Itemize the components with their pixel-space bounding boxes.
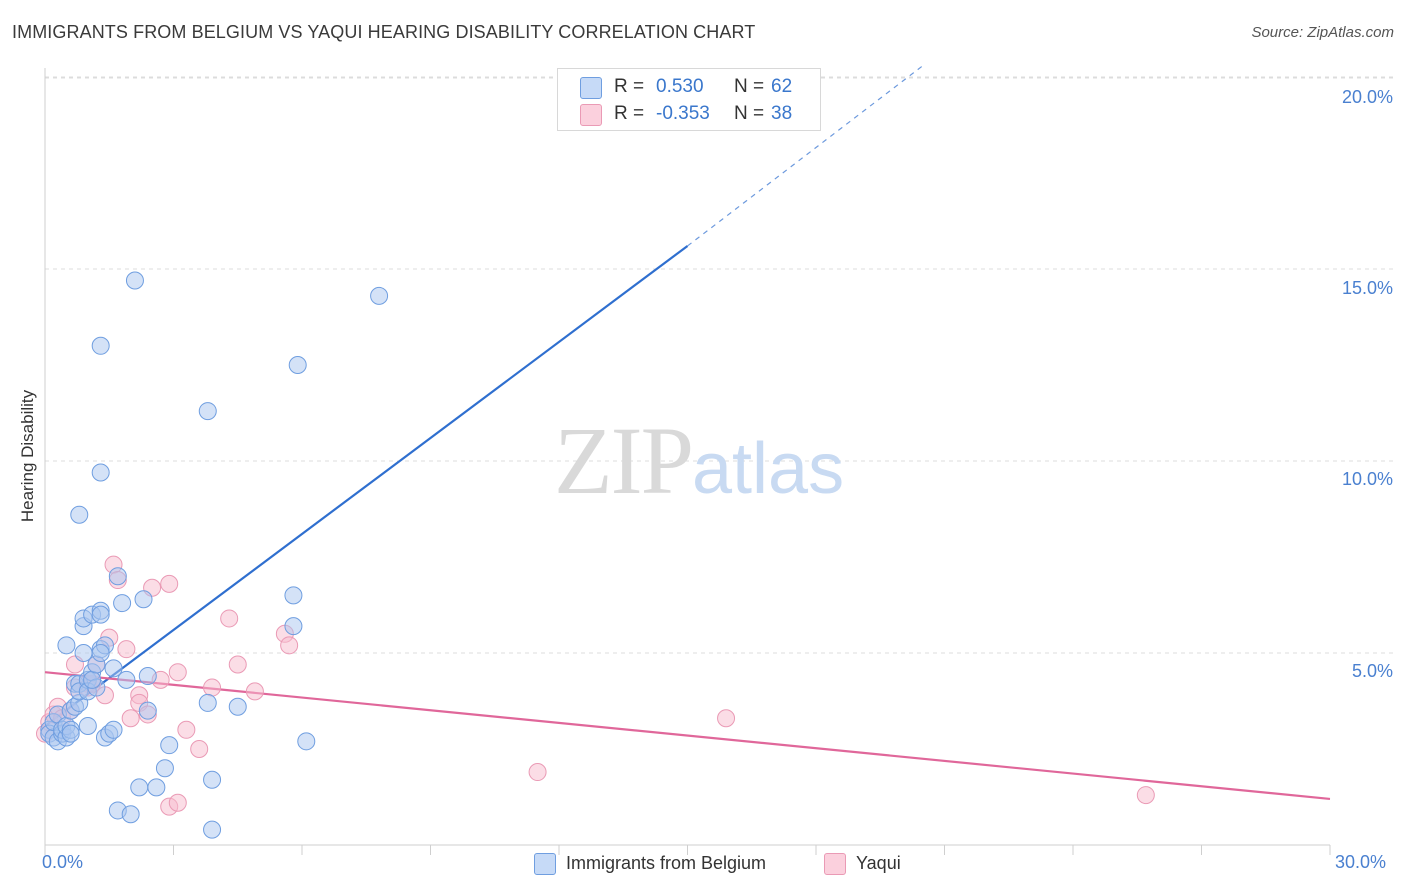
r-value: -0.353 xyxy=(656,103,710,124)
point-belgium xyxy=(134,590,153,609)
gridlines xyxy=(45,76,1395,654)
legend-item-belgium[interactable]: Immigrants from Belgium xyxy=(534,852,804,876)
point-yaqui xyxy=(168,663,187,682)
point-yaqui xyxy=(117,640,136,659)
legend-item-yaqui[interactable]: Yaqui xyxy=(824,852,924,876)
chart-title: IMMIGRANTS FROM BELGIUM VS YAQUI HEARING… xyxy=(12,22,756,42)
point-belgium xyxy=(57,636,76,655)
legend-swatch-yaqui xyxy=(824,853,846,875)
x-tick-0: 0.0% xyxy=(42,852,84,872)
point-belgium xyxy=(370,286,389,305)
point-yaqui xyxy=(1136,786,1155,805)
point-belgium xyxy=(78,716,97,735)
point-belgium xyxy=(147,778,166,797)
point-belgium xyxy=(297,732,316,751)
point-belgium xyxy=(108,567,127,586)
trend-line-yaqui xyxy=(44,671,1331,801)
point-yaqui xyxy=(220,609,239,628)
n-label: N = xyxy=(734,103,765,124)
swatch-yaqui xyxy=(580,104,602,126)
point-belgium xyxy=(284,617,303,636)
point-yaqui xyxy=(717,709,736,728)
trend-belgium-solid xyxy=(44,245,689,727)
point-belgium xyxy=(125,271,144,290)
point-belgium xyxy=(91,336,110,355)
point-yaqui xyxy=(160,574,179,593)
point-belgium xyxy=(198,402,217,421)
point-belgium xyxy=(121,805,140,824)
y-tick-5: 5.0% xyxy=(1351,661,1393,681)
point-belgium xyxy=(61,724,80,743)
trend-yaqui xyxy=(44,671,1331,801)
y-axis-label: Hearing Disability xyxy=(18,389,37,523)
point-belgium xyxy=(104,659,123,678)
point-belgium xyxy=(91,463,110,482)
point-yaqui xyxy=(121,709,140,728)
stats-row-belgium: R = 0.530 N = 62 xyxy=(558,74,820,100)
point-belgium xyxy=(70,505,89,524)
point-belgium xyxy=(160,736,179,755)
point-belgium xyxy=(117,670,136,689)
n-value: 62 xyxy=(771,76,793,97)
point-belgium xyxy=(203,820,222,839)
point-belgium xyxy=(203,770,222,789)
point-yaqui xyxy=(177,720,196,739)
point-yaqui xyxy=(203,678,222,697)
legend-label-belgium: Immigrants from Belgium xyxy=(566,853,767,873)
point-belgium xyxy=(284,586,303,605)
point-belgium xyxy=(155,759,174,778)
watermark: ZIPatlas xyxy=(554,405,844,516)
point-yaqui xyxy=(280,636,299,655)
x-tick-30: 30.0% xyxy=(1335,852,1387,872)
point-belgium xyxy=(228,697,247,716)
n-value: 38 xyxy=(771,103,793,124)
r-value: 0.530 xyxy=(656,76,704,97)
watermark-atlas: atlas xyxy=(692,429,845,509)
point-belgium xyxy=(113,594,132,613)
trend-line-belgium xyxy=(44,65,924,727)
legend-swatch-belgium xyxy=(534,853,556,875)
points-belgium xyxy=(40,271,389,839)
y-tick-10: 10.0% xyxy=(1341,469,1393,489)
r-label: R = xyxy=(614,76,645,97)
watermark-zip: ZIP xyxy=(554,407,694,514)
source-label: Source: ZipAtlas.com xyxy=(1251,24,1394,41)
point-belgium xyxy=(83,670,102,689)
y-tick-15: 15.0% xyxy=(1341,278,1393,298)
point-belgium xyxy=(138,667,157,686)
point-belgium xyxy=(138,701,157,720)
swatch-belgium xyxy=(580,77,602,99)
legend-label-yaqui: Yaqui xyxy=(856,853,901,873)
stats-row-yaqui: R = -0.353 N = 38 xyxy=(558,101,820,127)
point-yaqui xyxy=(168,793,187,812)
point-yaqui xyxy=(190,740,209,758)
n-label: N = xyxy=(734,76,765,97)
point-yaqui xyxy=(228,655,247,674)
correlation-stats-box: R = 0.530 N = 62 R = -0.353 N = 38 xyxy=(557,68,821,131)
point-belgium xyxy=(130,778,149,797)
point-yaqui xyxy=(245,682,264,701)
y-tick-20: 20.0% xyxy=(1341,87,1393,107)
r-label: R = xyxy=(614,103,645,124)
point-belgium xyxy=(288,356,307,374)
point-belgium xyxy=(91,644,110,662)
point-belgium xyxy=(104,720,123,739)
point-belgium xyxy=(198,693,217,712)
point-yaqui xyxy=(528,763,547,782)
point-belgium xyxy=(91,605,110,624)
